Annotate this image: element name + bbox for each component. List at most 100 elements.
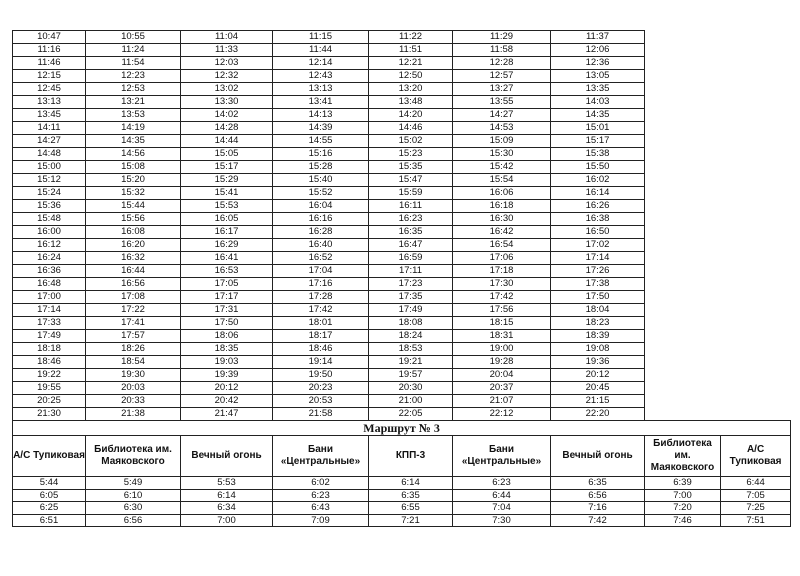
time-cell: 17:49 [368, 303, 453, 317]
time-cell: 15:47 [368, 173, 453, 187]
time-cell: 6:51 [12, 513, 86, 527]
table-row: 17:33 17:41 17:50 18:01 18:08 18:15 18:23 [12, 316, 645, 330]
time-cell: 15:54 [452, 173, 551, 187]
table-row: 13:13 13:21 13:30 13:41 13:48 13:55 14:03 [12, 95, 645, 109]
time-cell: 16:24 [12, 251, 86, 265]
time-cell: 19:39 [180, 368, 273, 382]
table-row: 11:16 11:24 11:33 11:44 11:51 11:58 12:06 [12, 43, 645, 57]
time-cell: 18:53 [368, 342, 453, 356]
time-cell: 20:45 [550, 381, 645, 395]
time-cell: 16:02 [550, 173, 645, 187]
time-cell: 12:50 [368, 69, 453, 83]
time-cell: 16:00 [12, 225, 86, 239]
time-cell: 19:50 [272, 368, 369, 382]
table-row: 11:46 11:54 12:03 12:14 12:21 12:28 12:36 [12, 56, 645, 70]
time-cell: 15:35 [368, 160, 453, 174]
time-cell: 14:39 [272, 121, 369, 135]
time-cell: 22:05 [368, 407, 453, 421]
timetable-continuation: 10:47 10:55 11:04 11:15 11:22 11:29 11:37 11:16… [12, 30, 645, 421]
time-cell: 7:42 [550, 513, 645, 527]
time-cell: 6:23 [272, 488, 369, 502]
time-cell: 12:43 [272, 69, 369, 83]
time-cell: 7:16 [550, 501, 645, 515]
time-cell: 17:42 [272, 303, 369, 317]
route-title: Маршрут № 3 [11, 420, 792, 436]
time-cell: 6:10 [85, 488, 181, 502]
time-cell: 19:00 [452, 342, 551, 356]
time-cell: 20:25 [12, 394, 86, 408]
time-cell: 17:31 [180, 303, 273, 317]
time-cell: 7:20 [644, 501, 721, 515]
time-cell: 19:36 [550, 355, 645, 369]
time-cell: 20:04 [452, 368, 551, 382]
time-cell: 18:17 [272, 329, 369, 343]
time-cell: 16:36 [12, 264, 86, 278]
timetable-sheet: 10:47 10:55 11:04 11:15 11:22 11:29 11:37 11:16… [11, 30, 792, 527]
time-cell: 16:23 [368, 212, 453, 226]
time-cell: 17:38 [550, 277, 645, 291]
time-cell: 13:55 [452, 95, 551, 109]
time-cell: 16:06 [452, 186, 551, 200]
stop-header-row: А/С Тупиковая Библиотека им. Маяковского В… [12, 435, 792, 477]
time-cell: 16:29 [180, 238, 273, 252]
time-cell: 6:14 [180, 488, 273, 502]
time-cell: 14:35 [85, 134, 181, 148]
time-cell: 12:32 [180, 69, 273, 83]
table-row: 15:48 15:56 16:05 16:16 16:23 16:30 16:38 [12, 212, 645, 226]
time-cell: 15:05 [180, 147, 273, 161]
time-cell: 17:16 [272, 277, 369, 291]
time-cell: 5:49 [85, 476, 181, 490]
time-cell: 15:53 [180, 199, 273, 213]
time-cell: 15:32 [85, 186, 181, 200]
time-cell: 17:14 [550, 251, 645, 265]
time-cell: 20:53 [272, 394, 369, 408]
route-title-row: Маршрут № 3 [11, 420, 792, 436]
time-cell: 18:18 [12, 342, 86, 356]
time-cell: 15:52 [272, 186, 369, 200]
time-cell: 15:48 [12, 212, 86, 226]
time-cell: 16:47 [368, 238, 453, 252]
time-cell: 16:18 [452, 199, 551, 213]
time-cell: 15:40 [272, 173, 369, 187]
time-cell: 15:17 [180, 160, 273, 174]
table-row: 16:00 16:08 16:17 16:28 16:35 16:42 16:50 [12, 225, 645, 239]
time-cell: 17:26 [550, 264, 645, 278]
time-cell: 17:28 [272, 290, 369, 304]
time-cell: 16:44 [85, 264, 181, 278]
stop-header: Библиотека им. Маяковского [644, 435, 721, 477]
time-cell: 18:46 [272, 342, 369, 356]
time-cell: 15:29 [180, 173, 273, 187]
table-row: 15:00 15:08 15:17 15:28 15:35 15:42 15:50 [12, 160, 645, 174]
time-cell: 17:33 [12, 316, 86, 330]
time-cell: 12:28 [452, 56, 551, 70]
time-cell: 20:23 [272, 381, 369, 395]
table-row: 6:25 6:30 6:34 6:43 6:55 7:04 7:16 7:20 7:25 [12, 501, 792, 515]
time-cell: 15:16 [272, 147, 369, 161]
table-row: 16:36 16:44 16:53 17:04 17:11 17:18 17:26 [12, 264, 645, 278]
time-cell: 11:15 [272, 30, 369, 44]
time-cell: 15:28 [272, 160, 369, 174]
time-cell: 11:29 [452, 30, 551, 44]
stop-header: Библиотека им. Маяковского [85, 435, 181, 477]
time-cell: 14:27 [452, 108, 551, 122]
time-cell: 20:12 [550, 368, 645, 382]
time-cell: 6:23 [452, 476, 551, 490]
time-cell: 21:30 [12, 407, 86, 421]
table-row: 18:18 18:26 18:35 18:46 18:53 19:00 19:08 [12, 342, 645, 356]
time-cell: 17:35 [368, 290, 453, 304]
time-cell: 16:32 [85, 251, 181, 265]
time-cell: 12:21 [368, 56, 453, 70]
stop-header: Бани «Центральные» [452, 435, 551, 477]
table-row: 15:24 15:32 15:41 15:52 15:59 16:06 16:14 [12, 186, 645, 200]
time-cell: 11:37 [550, 30, 645, 44]
time-cell: 15:23 [368, 147, 453, 161]
time-cell: 17:00 [12, 290, 86, 304]
time-cell: 19:30 [85, 368, 181, 382]
time-cell: 15:00 [12, 160, 86, 174]
table-row: 14:27 14:35 14:44 14:55 15:02 15:09 15:17 [12, 134, 645, 148]
time-cell: 6:35 [368, 488, 453, 502]
table-row: 15:36 15:44 15:53 16:04 16:11 16:18 16:26 [12, 199, 645, 213]
time-cell: 10:55 [85, 30, 181, 44]
time-cell: 19:03 [180, 355, 273, 369]
time-cell: 14:27 [12, 134, 86, 148]
